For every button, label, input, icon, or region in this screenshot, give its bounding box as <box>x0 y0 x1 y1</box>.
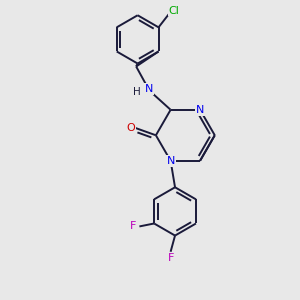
Text: N: N <box>145 84 154 94</box>
Text: N: N <box>167 156 175 166</box>
Text: F: F <box>167 253 174 262</box>
Text: H: H <box>133 87 141 97</box>
Text: N: N <box>196 105 204 115</box>
Text: F: F <box>130 221 137 231</box>
Text: O: O <box>127 123 135 133</box>
Text: Cl: Cl <box>169 6 180 16</box>
